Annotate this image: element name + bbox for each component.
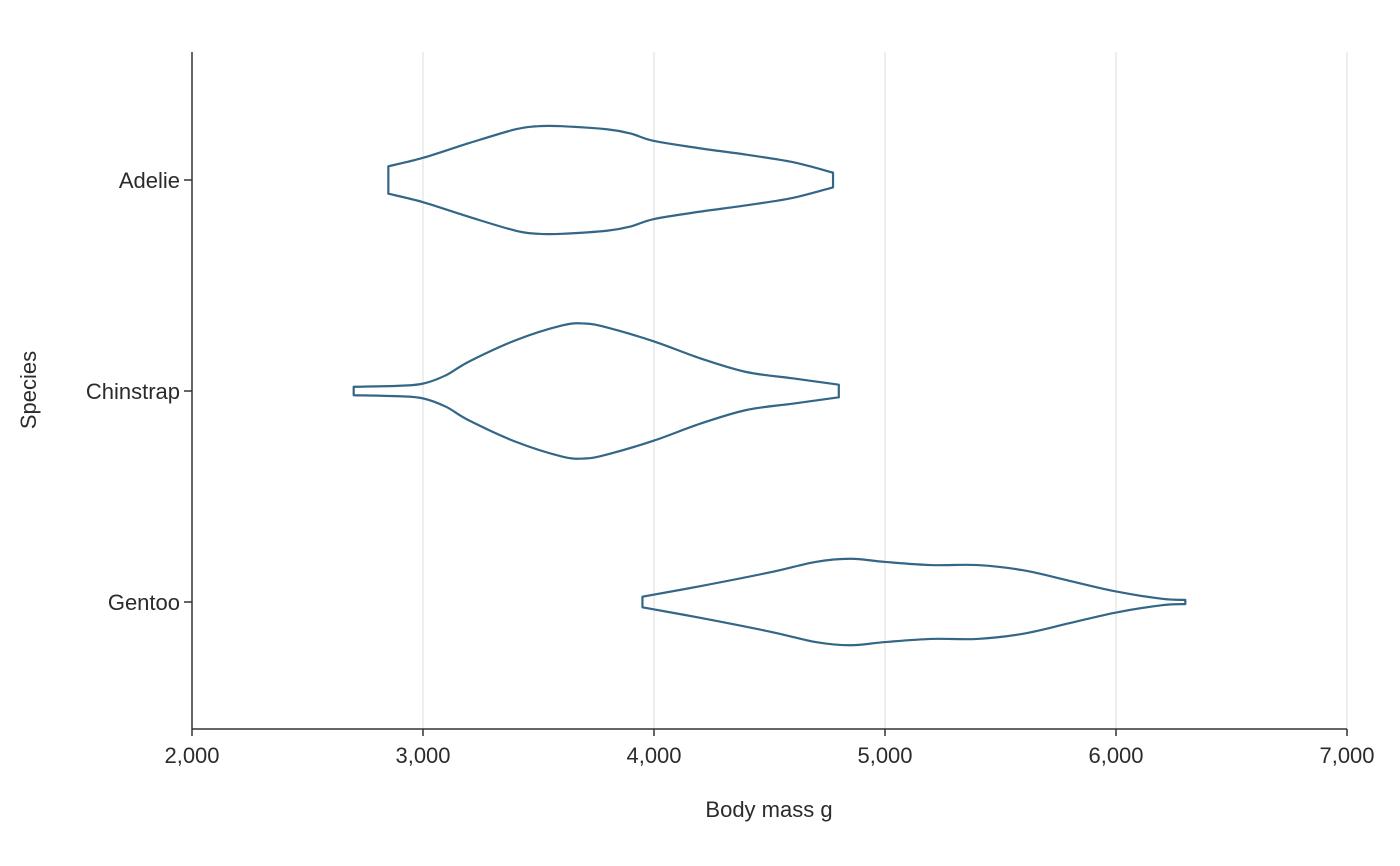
x-tick-label: 3,000 xyxy=(395,743,450,768)
x-tick-label: 4,000 xyxy=(626,743,681,768)
violin-chinstrap xyxy=(352,322,840,460)
x-tick-label: 7,000 xyxy=(1319,743,1374,768)
y-tick-label: Chinstrap xyxy=(86,379,180,404)
y-tick-label: Adelie xyxy=(119,168,180,193)
violins xyxy=(352,124,1187,647)
y-axis-title: Species xyxy=(16,351,41,429)
violin-adelie xyxy=(387,124,835,236)
axes xyxy=(191,52,1347,730)
y-tick-label: Gentoo xyxy=(108,590,180,615)
ticks: 2,000 3,000 4,000 5,000 6,000 7,000 Adelie Chin… xyxy=(86,168,1375,768)
grid-lines xyxy=(422,52,1348,729)
x-tick-label: 6,000 xyxy=(1088,743,1143,768)
x-tick-label: 5,000 xyxy=(857,743,912,768)
violin-gentoo xyxy=(641,557,1187,647)
x-axis-title: Body mass g xyxy=(705,797,832,822)
x-tick-label: 2,000 xyxy=(164,743,219,768)
